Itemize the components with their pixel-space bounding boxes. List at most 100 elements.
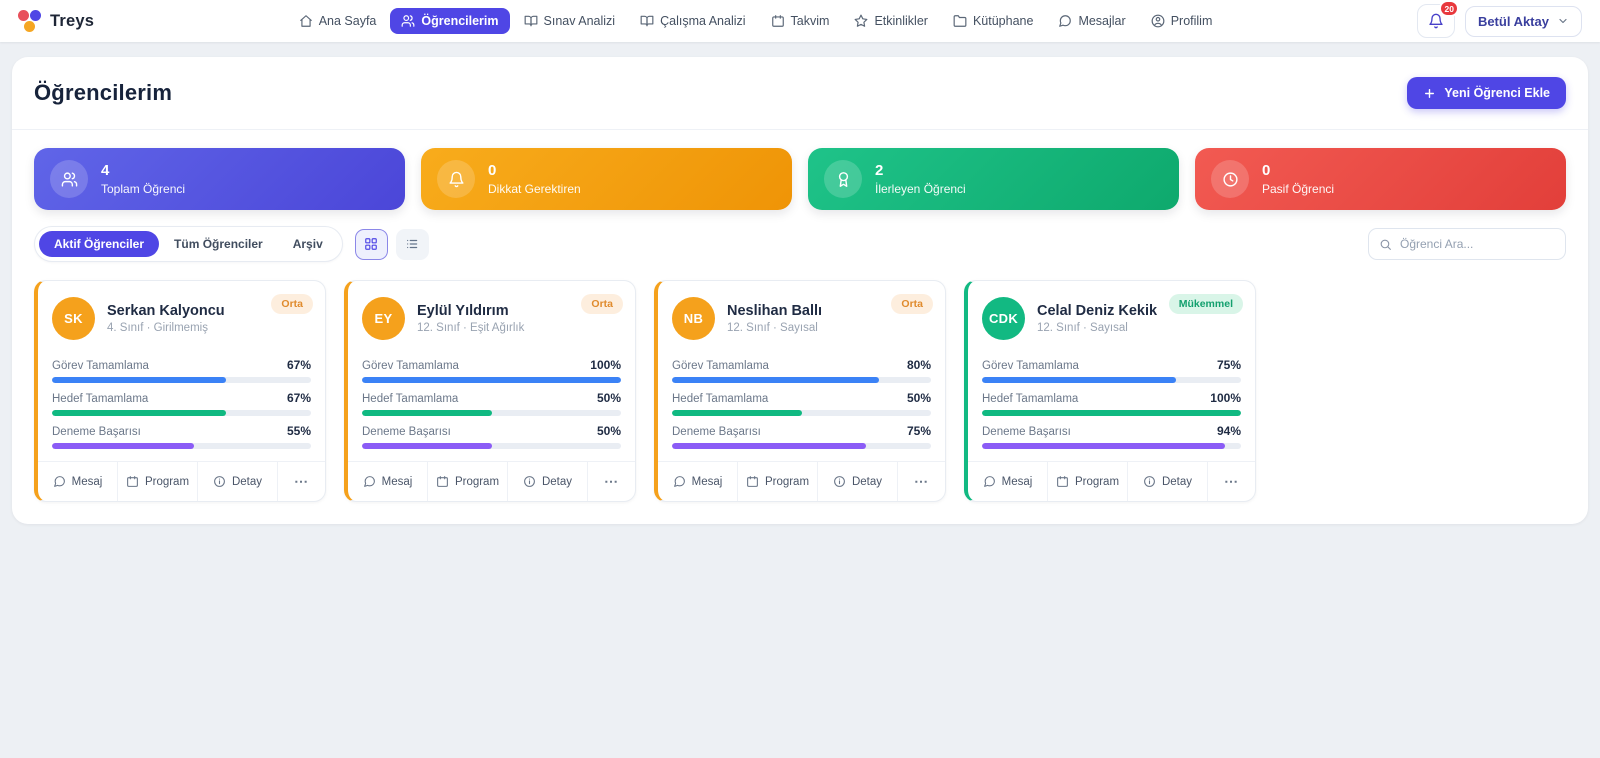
tab-active-students[interactable]: Aktif Öğrenciler [39,231,160,257]
chat-icon [363,475,376,488]
grid-view-button[interactable] [354,228,388,260]
progress-fill [672,377,880,383]
metric-task-completion: Görev Tamamlama 80% [672,358,931,383]
progress-track [982,410,1241,416]
progress-track [672,377,931,383]
card-actions: Mesaj Program Detay ⋯ [968,461,1255,501]
progress-fill [982,410,1241,416]
metric-task-completion: Görev Tamamlama 75% [982,358,1241,383]
nav-item-profilim[interactable]: Profilim [1140,8,1224,34]
progress-fill [52,377,226,383]
search-icon [1379,238,1392,251]
nav-item-calisma-analizi[interactable]: Çalışma Analizi [629,8,756,34]
calendar-icon [746,475,759,488]
metric-task-completion: Görev Tamamlama 100% [362,358,621,383]
message-button[interactable]: Mesaj [968,462,1047,501]
user-menu-button[interactable]: Betül Aktay [1464,5,1582,37]
progress-fill [672,410,802,416]
metric-value: 55% [286,424,311,438]
bell-icon [1428,13,1444,29]
tab-archive[interactable]: Arşiv [292,237,323,251]
more-actions-button[interactable]: ⋯ [897,462,945,501]
student-card: SK Serkan Kalyoncu 4. Sınıf · Girilmemiş… [34,280,326,502]
progress-track [362,377,621,383]
student-meta: 12. Sınıf · Eşit Ağırlık [417,322,525,334]
more-actions-button[interactable]: ⋯ [587,462,635,501]
student-meta: 12. Sınıf · Sayısal [727,322,818,334]
card-actions: Mesaj Program Detay ⋯ [38,461,325,501]
calendar-icon [1056,475,1069,488]
metric-value: 100% [590,358,621,372]
progress-track [672,410,931,416]
avatar: EY [362,297,405,340]
metric-goal-completion: Hedef Tamamlama 50% [362,391,621,416]
stat-card-progressing-students: 2 İlerleyen Öğrenci [808,148,1179,210]
stat-card-passive-students: 0 Pasif Öğrenci [1195,148,1566,210]
users-icon [50,160,88,198]
nav-item-etkinlikler[interactable]: Etkinlikler [843,8,939,34]
student-card: NB Neslihan Ballı 12. Sınıf · Sayısal Or… [654,280,946,502]
panel-body: 4 Toplam Öğrenci 0 Dikkat Gerektiren 2 İ… [12,130,1588,524]
progress-fill [982,443,1226,449]
nav-item-takvim[interactable]: Takvim [760,8,841,34]
more-actions-button[interactable]: ⋯ [277,462,325,501]
program-button[interactable]: Program [427,462,507,501]
user-name: Betül Aktay [1477,13,1549,29]
metric-goal-completion: Hedef Tamamlama 100% [982,391,1241,416]
list-view-button[interactable] [395,228,429,260]
detail-button[interactable]: Detay [507,462,587,501]
message-button[interactable]: Mesaj [658,462,737,501]
status-badge: Mükemmel [1168,294,1243,314]
student-name: Eylül Yıldırım [417,303,509,319]
detail-button[interactable]: Detay [817,462,897,501]
avatar: NB [672,297,715,340]
more-actions-button[interactable]: ⋯ [1207,462,1255,501]
detail-button[interactable]: Detay [1127,462,1207,501]
add-student-button[interactable]: Yeni Öğrenci Ekle [1407,77,1566,109]
message-button[interactable]: Mesaj [38,462,117,501]
program-button[interactable]: Program [1047,462,1127,501]
nav-item-mesajlar[interactable]: Mesajlar [1047,8,1136,34]
program-button[interactable]: Program [737,462,817,501]
tab-all-students[interactable]: Tüm Öğrenciler [174,237,263,251]
nav-item-ogrencilerim[interactable]: Öğrencilerim [390,8,510,34]
student-filter-tabs: Aktif Öğrenciler Tüm Öğrenciler Arşiv [34,226,343,262]
home-icon [299,14,313,28]
chevron-down-icon [1557,15,1569,27]
metric-value: 80% [906,358,931,372]
page-title: Öğrencilerim [34,80,173,105]
search-input[interactable] [1400,237,1555,251]
progress-track [52,443,311,449]
detail-button[interactable]: Detay [197,462,277,501]
info-icon [1143,475,1156,488]
nav-item-sinav-analizi[interactable]: Sınav Analizi [513,8,627,34]
stat-label: Pasif Öğrenci [1262,182,1335,197]
stat-card-needs-attention: 0 Dikkat Gerektiren [421,148,792,210]
message-button[interactable]: Mesaj [348,462,427,501]
nav-item-label: Etkinlikler [874,14,928,28]
progress-fill [362,443,492,449]
nav-item-label: Takvim [790,14,830,28]
progress-fill [672,443,867,449]
folder-icon [953,14,967,28]
nav-item-label: Profilim [1170,14,1213,28]
chat-icon [673,475,686,488]
notifications-button[interactable]: 20 [1416,0,1459,38]
bell-icon [437,160,475,198]
metric-value: 75% [1216,358,1241,372]
student-meta: 4. Sınıf · Girilmemiş [107,322,208,334]
brand-logo[interactable]: Treys [18,9,94,33]
nav-item-kutuphane[interactable]: Kütüphane [942,8,1044,34]
metric-goal-completion: Hedef Tamamlama 50% [672,391,931,416]
nav-item-label: Öğrencilerim [421,14,499,28]
stats-row: 4 Toplam Öğrenci 0 Dikkat Gerektiren 2 İ… [34,148,1566,210]
program-button[interactable]: Program [117,462,197,501]
filter-row: Aktif Öğrenciler Tüm Öğrenciler Arşiv [34,226,1566,262]
progress-track [52,410,311,416]
stat-value: 0 [1262,161,1271,179]
status-badge: Orta [271,294,313,314]
metric-value: 100% [1210,391,1241,405]
calendar-icon [771,14,785,28]
info-icon [523,475,536,488]
nav-item-ana-sayfa[interactable]: Ana Sayfa [288,8,388,34]
